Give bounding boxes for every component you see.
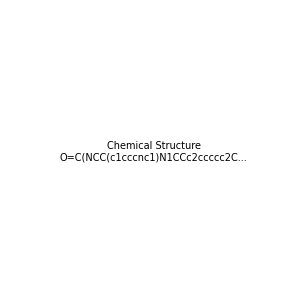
Text: Chemical Structure
O=C(NCC(c1cccnc1)N1CCc2ccccc2C...: Chemical Structure O=C(NCC(c1cccnc1)N1CC… <box>60 141 248 162</box>
